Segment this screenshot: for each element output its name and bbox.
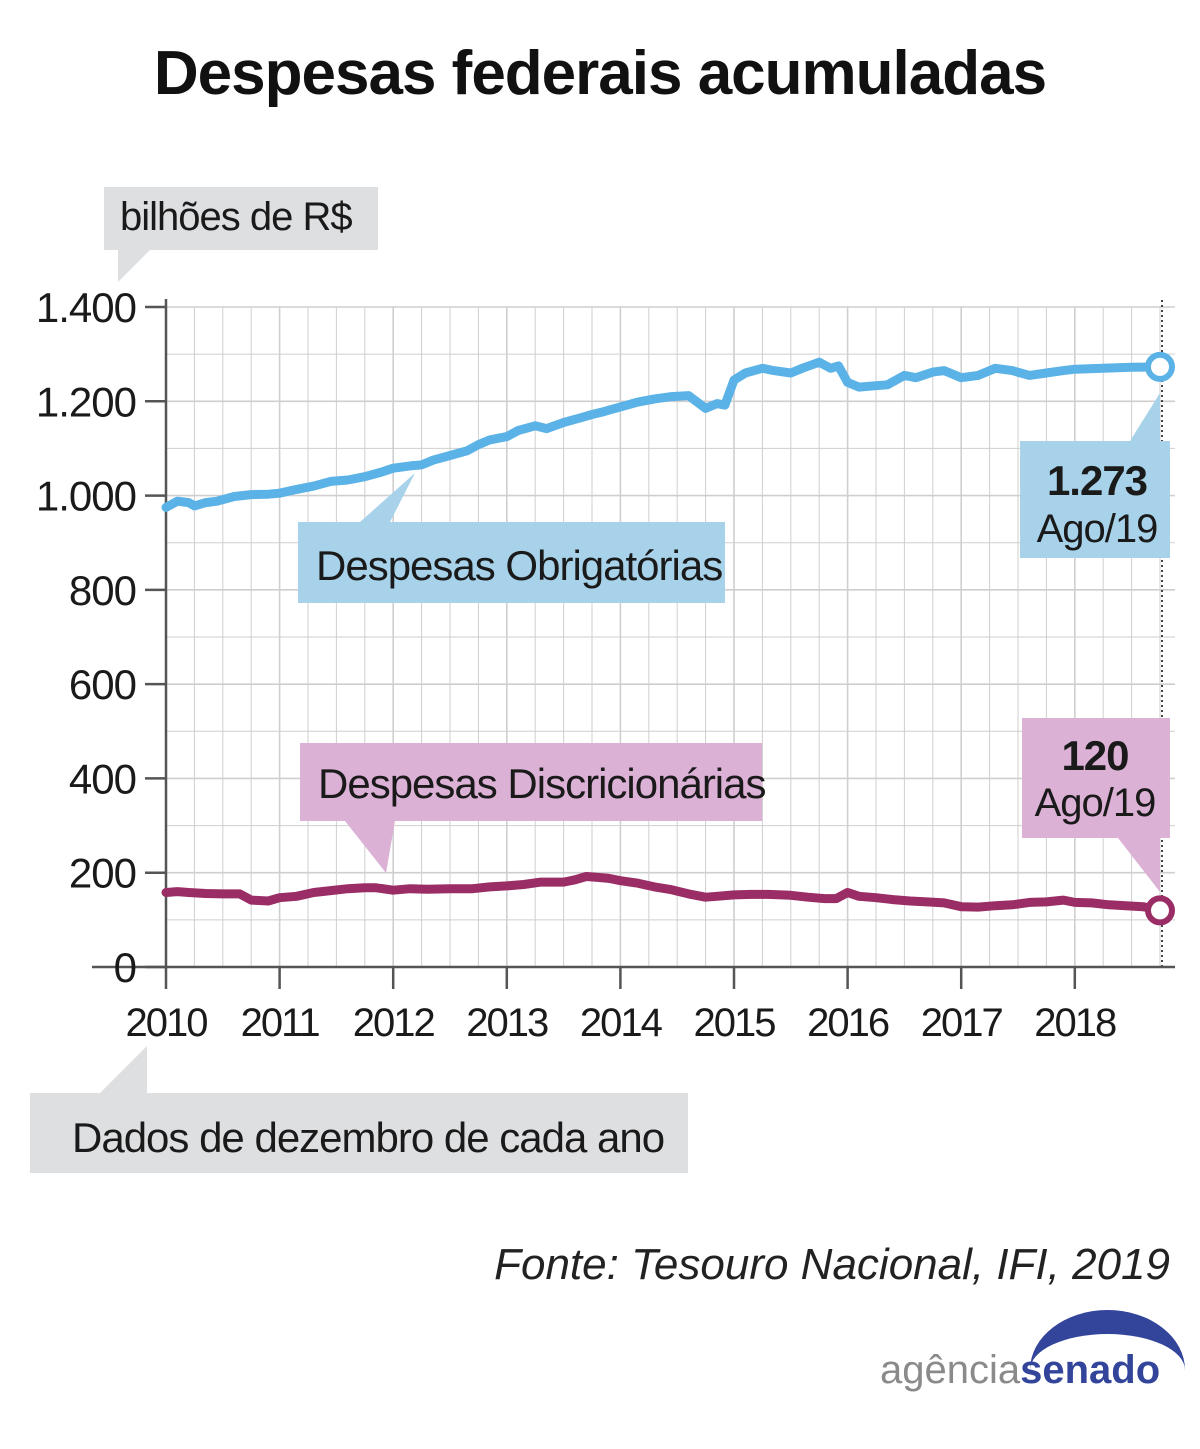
y-tick-label: 400 xyxy=(69,755,136,802)
obrigatorias-label-box xyxy=(298,473,725,603)
x-tick-label: 2016 xyxy=(807,1001,889,1045)
obrigatorias-series-label: Despesas Obrigatórias xyxy=(316,542,722,589)
x-tick-label: 2014 xyxy=(580,1001,663,1045)
discricionarias-end-period: Ago/19 xyxy=(1035,781,1156,825)
agencia-senado-logo[interactable]: agênciasenado xyxy=(880,1300,1185,1420)
unit-label: bilhões de R$ xyxy=(120,195,352,239)
x-tick-label: 2011 xyxy=(241,1001,320,1045)
logo-part-agencia: agência xyxy=(880,1348,1021,1392)
series-line-discricionarias xyxy=(161,872,1165,915)
unit-label-box xyxy=(104,187,378,282)
y-tick-label: 1.200 xyxy=(36,378,136,425)
discricionarias-end-value: 120 xyxy=(1061,732,1128,779)
logo-wordmark: agênciasenado xyxy=(880,1348,1160,1393)
end-point-marker xyxy=(1145,351,1175,382)
end-point-marker xyxy=(1145,895,1175,926)
series-lines xyxy=(161,351,1175,926)
y-tick-label: 0 xyxy=(114,944,136,991)
x-tick-label: 2010 xyxy=(126,1001,208,1045)
y-tick-label: 1.400 xyxy=(36,284,136,331)
obrigatorias-end-box xyxy=(1020,393,1170,558)
series-line-obrigatorias xyxy=(161,357,1165,512)
tick-labels: 0 200 400 600 800 1.000 1.200 1.400 2010 2011 2012… xyxy=(36,284,1118,1045)
logo-part-senado: senado xyxy=(1020,1348,1161,1392)
x-tick-label: 2018 xyxy=(1034,1001,1116,1045)
axes xyxy=(92,299,1175,989)
x-tick-label: 2013 xyxy=(466,1001,548,1045)
y-tick-label: 1.000 xyxy=(36,473,136,520)
discricionarias-label-box xyxy=(300,743,762,873)
line-chart: 0 200 400 600 800 1.000 1.200 1.400 2010 2011 2012… xyxy=(30,187,1175,1173)
y-tick-label: 600 xyxy=(69,661,136,708)
obrigatorias-end-value: 1.273 xyxy=(1047,457,1147,504)
x-tick-label: 2012 xyxy=(353,1001,435,1045)
obrigatorias-end-period: Ago/19 xyxy=(1037,507,1158,551)
source-note: Fonte: Tesouro Nacional, IFI, 2019 xyxy=(494,1240,1170,1289)
y-tick-label: 800 xyxy=(69,567,136,614)
callouts: bilhões de R$Despesas Obrigatórias1.273A… xyxy=(30,187,1170,1173)
discricionarias-series-label: Despesas Discricionárias xyxy=(318,760,766,807)
y-tick-label: 200 xyxy=(69,850,136,897)
chart-title: Despesas federais acumuladas xyxy=(153,39,1047,108)
x-tick-label: 2017 xyxy=(921,1001,1003,1045)
note-box xyxy=(30,1046,688,1173)
note-label: Dados de dezembro de cada ano xyxy=(72,1114,664,1161)
discricionarias-end-box xyxy=(1022,718,1170,892)
x-tick-label: 2015 xyxy=(694,1001,776,1045)
